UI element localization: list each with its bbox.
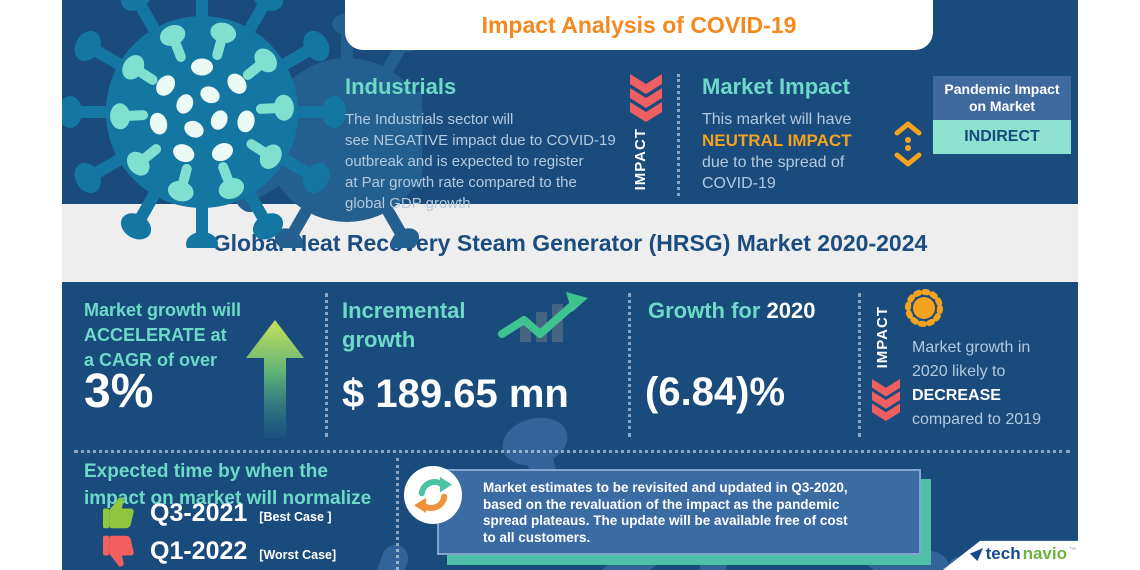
worst-case-value: Q1-2022 bbox=[150, 536, 248, 565]
impact-note-block: Market growth in 2020 likely to DECREASE… bbox=[912, 336, 1041, 432]
cagr-line: Market growth will bbox=[84, 300, 242, 320]
incremental-value: $ 189.65 mn bbox=[342, 372, 569, 416]
worst-case-row: Q1-2022 [Worst Case] bbox=[102, 534, 336, 568]
sector-body-line: global GDP growth bbox=[345, 195, 471, 212]
market-impact-highlight: NEUTRAL IMPACT bbox=[702, 131, 852, 150]
growth-2020-value: (6.84)% bbox=[645, 370, 786, 414]
thumbs-up-icon bbox=[103, 497, 134, 529]
cagr-line: ACCELERATE at bbox=[84, 325, 227, 345]
note-line: to all customers. bbox=[483, 529, 591, 545]
market-impact-heading: Market Impact bbox=[702, 74, 850, 99]
note-line: spread plateaus. The update will be avai… bbox=[483, 513, 848, 528]
best-case-label: [Best Case ] bbox=[259, 509, 332, 524]
market-impact-block: Market Impact This market will have NEUT… bbox=[702, 74, 887, 194]
page-title: Impact Analysis of COVID-19 bbox=[481, 11, 797, 38]
refresh-icon bbox=[414, 476, 452, 514]
title-band: Global Heat Recovery Steam Generator (HR… bbox=[62, 204, 1078, 282]
impact-note-line: Market growth in bbox=[912, 339, 1031, 356]
logo-text-navio: navio bbox=[1022, 544, 1067, 563]
best-case-value: Q3-2021 bbox=[150, 498, 248, 527]
top-divider bbox=[677, 74, 680, 196]
pandemic-impact-label: Pandemic Impact on Market bbox=[933, 76, 1071, 120]
impact-note-line: 2020 likely to bbox=[912, 363, 1006, 380]
pandemic-impact-box: Pandemic Impact on Market INDIRECT bbox=[933, 76, 1071, 154]
growth-2020-heading: Growth for 2020 bbox=[648, 298, 816, 324]
stats-divider-2 bbox=[628, 293, 631, 437]
sector-body-line: see NEGATIVE impact due to COVID-19 bbox=[345, 132, 616, 149]
note-line: Market estimates to be revisited and upd… bbox=[483, 480, 848, 495]
horizontal-divider bbox=[74, 450, 1070, 453]
normalize-heading-line: Expected time by when the bbox=[84, 461, 328, 482]
impact-vertical-label-2: IMPACT bbox=[874, 306, 891, 369]
refresh-icon-badge bbox=[404, 466, 462, 524]
sector-heading: Industrials bbox=[345, 74, 457, 99]
pandemic-impact-value: INDIRECT bbox=[933, 120, 1071, 154]
impact-vertical-label: IMPACT bbox=[632, 128, 649, 191]
cagr-block: Market growth will ACCELERATE at a CAGR … bbox=[84, 298, 241, 373]
neutral-impact-icon bbox=[894, 121, 922, 167]
growth-2020-label: Growth for bbox=[648, 298, 767, 323]
stats-divider-3 bbox=[858, 293, 861, 437]
note-line: based on the revaluation of the impact a… bbox=[483, 496, 840, 512]
logo-trademark: ™ bbox=[1069, 546, 1076, 554]
normalize-heading: Expected time by when the impact on mark… bbox=[84, 458, 371, 512]
update-note-box: Market estimates to be revisited and upd… bbox=[437, 469, 921, 555]
sector-impact-block: Industrials The Industrials sector will … bbox=[345, 74, 635, 214]
market-impact-line: due to the spread of bbox=[702, 154, 845, 171]
trend-chart-icon bbox=[498, 292, 588, 342]
sector-body-line: The Industrials sector will bbox=[345, 111, 514, 128]
best-case-row: Q3-2021 [Best Case ] bbox=[102, 496, 332, 530]
thumbs-down-icon bbox=[103, 535, 134, 567]
technavio-logo: tech navio ™ bbox=[942, 540, 1078, 570]
worst-case-label: [Worst Case] bbox=[259, 547, 337, 562]
incremental-heading: Incremental growth bbox=[342, 296, 466, 354]
cagr-value: 3% bbox=[84, 365, 154, 418]
impact-note-line: compared to 2019 bbox=[912, 411, 1041, 428]
bottom-divider bbox=[396, 458, 399, 570]
market-impact-line: COVID-19 bbox=[702, 175, 776, 192]
impact-down-chevrons-icon bbox=[630, 74, 662, 122]
growth-up-arrow-icon bbox=[246, 320, 304, 438]
virus-small-icon bbox=[905, 289, 943, 327]
header-banner: Impact Analysis of COVID-19 bbox=[345, 0, 933, 50]
incremental-heading-line: Incremental bbox=[342, 298, 466, 323]
cagr-line: a CAGR of over bbox=[84, 350, 218, 370]
sector-body-line: outbreak and is expected to register bbox=[345, 153, 584, 170]
logo-text-tech: tech bbox=[985, 544, 1021, 563]
impact-note-highlight: DECREASE bbox=[912, 387, 1001, 404]
market-impact-line: This market will have bbox=[702, 111, 852, 128]
normalize-heading-line: impact on market will normalize bbox=[84, 488, 372, 509]
technavio-arrow-icon bbox=[969, 547, 983, 561]
sector-body-line: at Par growth rate compared to the bbox=[345, 174, 577, 191]
incremental-heading-line: growth bbox=[342, 327, 416, 352]
stats-divider-1 bbox=[325, 293, 328, 437]
report-title: Global Heat Recovery Steam Generator (HR… bbox=[212, 229, 928, 256]
growth-2020-year: 2020 bbox=[766, 298, 816, 323]
decrease-chevrons-icon bbox=[872, 379, 900, 421]
